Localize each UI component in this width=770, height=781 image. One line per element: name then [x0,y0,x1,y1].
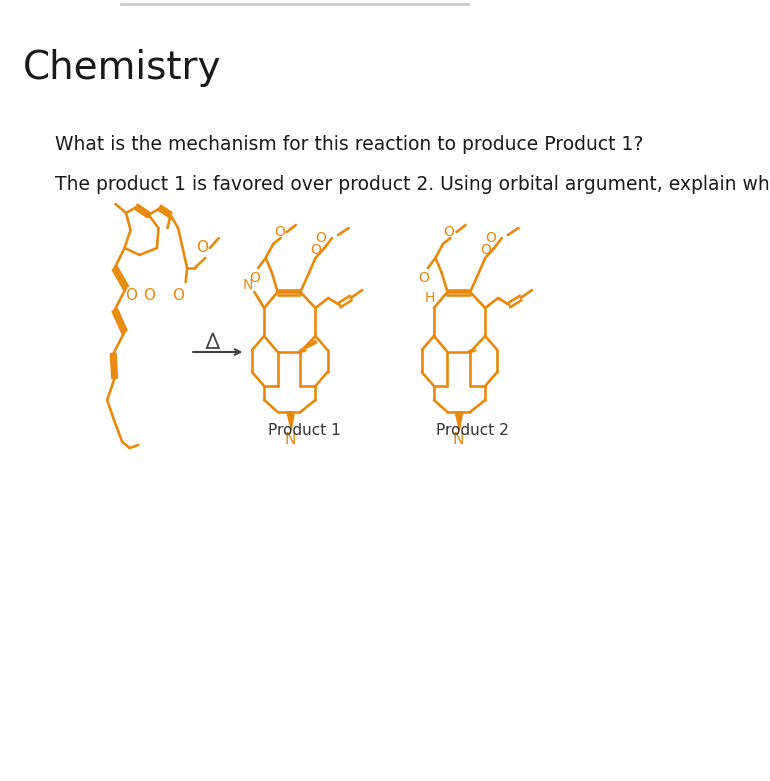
Text: O: O [444,225,454,239]
Text: O: O [485,231,496,245]
Text: Product 2: Product 2 [436,423,509,438]
Polygon shape [455,412,463,430]
Text: Product 1: Product 1 [268,423,340,438]
Text: N: N [452,433,464,448]
Text: H: H [424,291,434,305]
Text: N: N [243,278,253,292]
Text: The product 1 is favored over product 2. Using orbital argument, explain why.: The product 1 is favored over product 2.… [55,176,770,194]
Text: O: O [142,287,155,302]
Text: O: O [172,287,184,302]
Text: O: O [419,271,430,285]
Text: O: O [126,287,137,302]
Text: O: O [310,243,321,257]
Text: O: O [315,231,326,245]
Text: O: O [249,271,259,285]
Text: N: N [284,433,296,448]
Text: O: O [196,241,208,255]
Text: Chemistry: Chemistry [22,49,221,87]
Text: O: O [274,225,285,239]
Text: O: O [480,243,490,257]
Text: What is the mechanism for this reaction to produce Product 1?: What is the mechanism for this reaction … [55,135,644,155]
Polygon shape [286,412,294,430]
